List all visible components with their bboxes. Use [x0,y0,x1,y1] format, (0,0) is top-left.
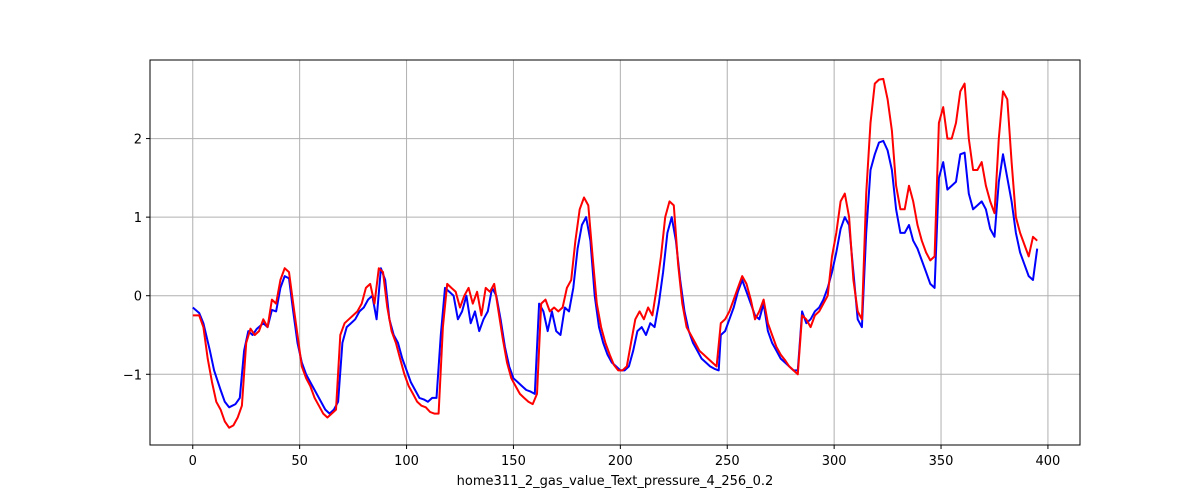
x-tick-label: 200 [608,454,633,469]
series-line-2 [192,77,1038,429]
x-tick-label: 0 [189,454,197,469]
x-tick-label: 300 [822,454,847,469]
y-tick-label: −1 [123,368,142,383]
x-tick-label: 250 [715,454,740,469]
y-tick-label: 2 [134,133,142,148]
grid-lines [150,60,1080,445]
series-lines [192,77,1039,429]
y-axis-ticks: −1 0 1 2 [123,133,150,383]
x-tick-label: 100 [394,454,419,469]
x-tick-label: 400 [1036,454,1061,469]
x-tick-label: 150 [501,454,526,469]
series-line-1 [192,139,1039,415]
x-tick-label: 350 [929,454,954,469]
y-tick-label: 1 [134,211,142,226]
x-axis-ticks: 0 50 100 150 200 250 300 350 400 [189,445,1061,469]
y-tick-label: 0 [134,290,142,305]
plot-area-frame [149,59,1081,446]
x-axis-label: home311_2_gas_value_Text_pressure_4_256_… [457,474,774,489]
x-tick-label: 50 [291,454,308,469]
